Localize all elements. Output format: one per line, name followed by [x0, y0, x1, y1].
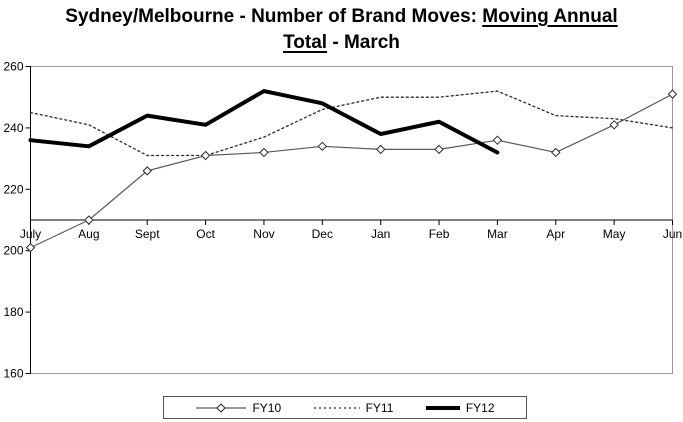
x-tick-label: July	[20, 227, 41, 241]
y-tick-label: 160	[3, 367, 23, 381]
y-tick-label: 240	[3, 121, 23, 135]
x-tick-label: May	[603, 227, 626, 241]
title-text: Sydney/Melbourne - Number of Brand Moves…	[65, 6, 483, 27]
series-fy10-marker	[667, 89, 678, 99]
x-tick-label: Jun	[663, 227, 682, 241]
legend-item-fy11: FY11	[313, 400, 394, 415]
series-fy10-line	[29, 93, 674, 249]
series-fy10-marker	[317, 141, 328, 152]
x-tick-label: Dec	[312, 227, 333, 241]
series-fy12-line	[28, 89, 500, 155]
title-underlined-text: Total	[283, 32, 328, 53]
y-tick-label: 200	[3, 244, 23, 258]
series-fy10-marker	[259, 147, 269, 158]
series-fy10-marker	[551, 147, 561, 158]
x-tick-label: Mar	[487, 227, 508, 241]
series-fy11-line	[29, 90, 674, 157]
chart-title-line2: Total - March	[0, 30, 683, 56]
x-tick-label: Aug	[78, 227, 99, 241]
series-fy10-marker	[375, 144, 386, 155]
series-fy10-marker	[434, 144, 444, 155]
fy10-line-marker-swatch	[196, 402, 247, 413]
chart-title-line1: Sydney/Melbourne - Number of Brand Moves…	[0, 4, 683, 30]
x-tick-label: Oct	[196, 227, 215, 241]
legend-label-fy11: FY11	[365, 400, 394, 415]
title-underlined-text: Moving Annual	[482, 6, 618, 27]
legend-item-fy12: FY12	[425, 401, 495, 415]
series-fy10-marker	[142, 166, 152, 176]
chart-title: Sydney/Melbourne - Number of Brand Moves…	[0, 4, 683, 56]
legend-label-fy10: FY10	[252, 400, 282, 415]
title-text: - March	[327, 32, 400, 53]
series-fy10-marker	[492, 135, 503, 145]
fy12-thick-line-swatch	[425, 405, 460, 410]
y-tick-label: 220	[3, 182, 23, 196]
x-tick-label: Apr	[546, 227, 565, 241]
legend: FY10 FY11 FY12	[163, 396, 527, 419]
legend-label-fy12: FY12	[465, 400, 495, 415]
series-fy10-marker	[200, 150, 211, 161]
fy11-dotted-line-swatch	[313, 406, 360, 409]
y-tick-label: 180	[3, 305, 23, 319]
series-fy10-marker	[609, 120, 619, 130]
x-tick-label: Nov	[253, 227, 274, 241]
x-tick-label: Sept	[135, 227, 160, 241]
x-tick-label: Jan	[371, 227, 390, 241]
legend-item-fy10: FY10	[195, 401, 281, 415]
y-tick-label: 260	[3, 60, 23, 74]
x-tick-label: Feb	[429, 227, 450, 241]
series-fy10-marker	[84, 215, 94, 225]
series-fy10-marker	[25, 242, 36, 253]
